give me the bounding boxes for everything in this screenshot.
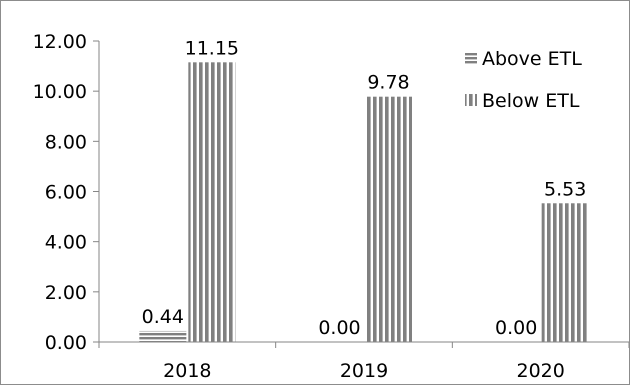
data-label: 0.44 [142,306,184,328]
x-axis-ticks: 2018 2019 2020 [98,342,629,382]
bar-above-etl-2018 [139,330,187,342]
legend-swatch-above-etl [465,52,477,64]
x-tick-label: 2020 [516,360,564,382]
bar-labels: 0.44 11.15 0.00 9.78 0.00 5.53 [142,37,587,339]
y-tick-label: 0.00 [45,332,87,354]
data-label: 11.15 [185,37,239,59]
data-label: 0.00 [495,317,537,339]
bar-below-etl-2019 [365,96,412,342]
y-tick-label: 10.00 [33,81,87,103]
y-tick-label: 6.00 [45,182,87,204]
legend-label: Below ETL [482,90,580,112]
y-tick-label: 2.00 [45,282,87,304]
bar-below-etl-2018 [188,62,236,343]
y-tick-label: 12.00 [33,31,87,53]
x-tick-label: 2019 [340,360,388,382]
data-label: 5.53 [544,178,586,200]
bar-below-etl-2020 [541,203,589,342]
data-label: 9.78 [367,72,409,94]
x-tick-label: 2018 [163,360,211,382]
legend-label: Above ETL [482,48,582,70]
legend-swatch-below-etl [465,94,477,106]
y-axis-ticks: 0.00 2.00 4.00 6.00 8.00 10.00 12.00 [33,31,99,354]
y-tick-label: 8.00 [45,131,87,153]
y-tick-label: 4.00 [45,232,87,254]
bars [139,62,589,343]
data-label: 0.00 [318,317,360,339]
legend: Above ETL Below ETL [465,48,582,112]
